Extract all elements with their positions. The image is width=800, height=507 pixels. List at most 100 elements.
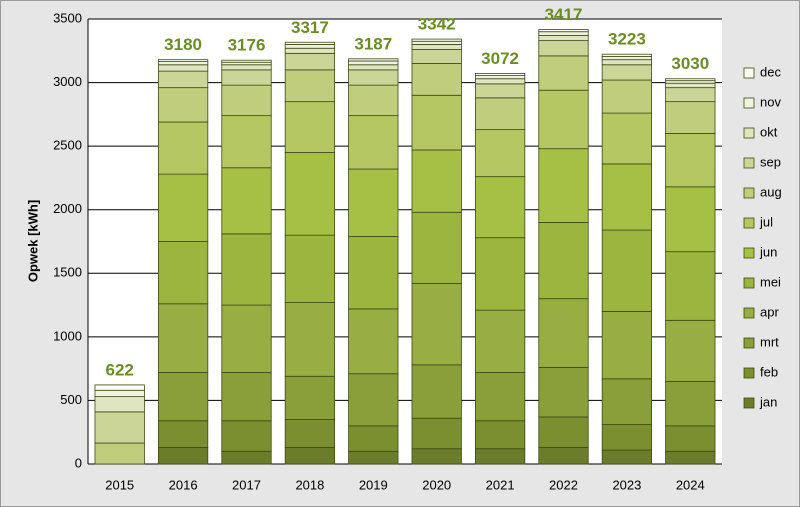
bar-segment [94,389,145,398]
bar-segment [348,58,399,62]
bar-segment [538,416,589,448]
y-tick-label: 500 [60,392,82,407]
bar-segment [348,308,399,375]
total-label: 3417 [545,5,583,24]
bar-segment [284,302,336,377]
bar-segment [411,448,462,465]
bar-segment [601,79,653,114]
bar-segment [157,64,209,72]
bar-segment [94,442,145,465]
legend-swatch [743,337,755,349]
bar-segment [601,59,653,66]
bar-segment [221,167,272,235]
bar-segment [348,60,399,66]
legend-swatch [743,217,755,229]
bar-segment [221,233,272,306]
bar-segment [411,40,462,45]
y-tick-label: 3500 [53,10,82,25]
bar-segment [284,69,336,103]
bar-segment [221,59,272,63]
total-label: 3342 [418,15,456,34]
total-label: 3072 [481,49,519,68]
bar-segment [157,447,209,465]
bar-segment [157,241,209,305]
bar-segment [538,298,589,368]
x-tick-label: 2017 [232,477,261,492]
bar-segment [411,211,462,284]
bar-segment [348,69,399,86]
bar-segment [221,420,272,452]
bar-segment [411,364,462,419]
bar-segment [601,424,653,451]
legend-swatch [743,187,755,199]
legend-label: jun [759,244,777,259]
bar-segment [284,52,336,71]
x-tick-label: 2015 [105,477,134,492]
bar-segment [538,89,589,150]
legend-swatch [743,127,755,139]
legend-swatch [743,157,755,169]
bar-segment [284,101,336,153]
total-label: 3176 [228,36,266,55]
bar-segment [221,69,272,86]
bar-segment [538,35,589,42]
bar-segment [411,44,462,50]
x-tick-label: 2023 [612,477,641,492]
bar-segment [411,38,462,42]
bar-segment [665,251,716,321]
bar-segment [284,419,336,448]
bar-segment [157,303,209,373]
bar-segment [474,73,526,76]
bar-segment [221,372,272,422]
x-tick-label: 2019 [359,477,388,492]
bar-segment [474,97,526,131]
bar-segment [284,41,336,45]
bar-segment [157,173,209,242]
bar-segment [284,44,336,49]
bar-segment [221,115,272,169]
bar-segment [474,176,526,239]
bar-segment [284,152,336,236]
bar-segment [157,87,209,123]
bar-segment [284,234,336,303]
bar-segment [348,84,399,117]
bar-segment [665,319,716,382]
legend-swatch [743,277,755,289]
bar-segment [411,63,462,96]
bar-segment [157,121,209,175]
bar-segment [157,59,209,62]
bar-segment [665,78,716,82]
total-label: 622 [106,360,134,379]
bar-segment [665,425,716,452]
bar-segment [538,29,589,33]
bar-segment [601,64,653,81]
bar-segment [157,420,209,448]
bar-segment [474,129,526,178]
bar-segment [474,309,526,373]
legend-swatch [743,397,755,409]
bar-segment [601,112,653,165]
bar-segment [665,450,716,465]
bar-segment [665,87,716,103]
bar-segment [474,448,526,465]
bar-segment [411,283,462,366]
bar-segment [538,366,589,418]
bar-segment [665,380,716,427]
bar-segment [474,83,526,99]
legend-label: dec [760,64,781,79]
y-axis-label: Opwek [kWh] [25,200,40,282]
y-tick-label: 1000 [53,328,82,343]
bar-segment [665,101,716,134]
total-label: 3187 [354,34,392,53]
y-tick-label: 3000 [53,74,82,89]
bar-segment [474,75,526,80]
bar-segment [665,82,716,89]
total-label: 3180 [164,35,202,54]
bar-segment [284,47,336,54]
bar-segment [221,304,272,373]
total-label: 3317 [291,18,329,37]
bar-segment [411,149,462,213]
bar-segment [94,396,145,413]
bar-segment [665,186,716,253]
